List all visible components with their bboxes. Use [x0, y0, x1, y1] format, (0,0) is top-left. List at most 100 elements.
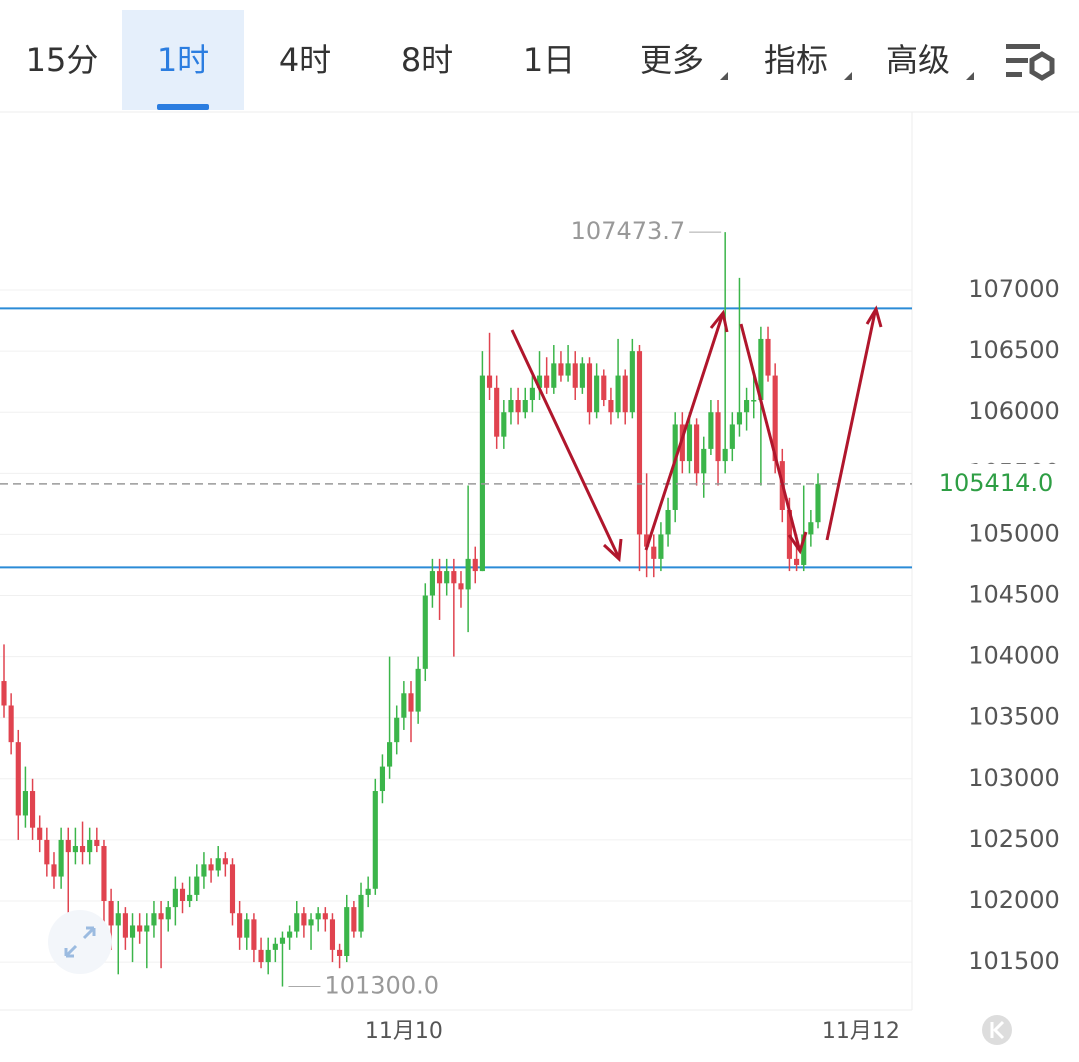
- candle-body: [215, 858, 221, 871]
- y-tick-label: 107000: [968, 275, 1060, 303]
- candle-body: [765, 338, 771, 376]
- candle-body: [172, 888, 178, 908]
- plot: 101500 102000 102500 103000 103500 104000 1045…: [0, 217, 1079, 1044]
- candle-body: [94, 839, 100, 847]
- settings-icon[interactable]: [1006, 44, 1055, 81]
- candle-body: [636, 351, 643, 535]
- candle-body: [436, 571, 443, 584]
- candle-body: [387, 742, 393, 767]
- scroll-latest-button[interactable]: [982, 1015, 1012, 1045]
- candle-body: [601, 375, 607, 401]
- candle-body: [79, 846, 86, 853]
- y-tick-label: 105000: [968, 519, 1060, 547]
- y-tick-label: 102000: [968, 886, 1060, 914]
- candle-body: [158, 913, 164, 920]
- candle-body: [179, 888, 186, 902]
- candle-body: [658, 534, 664, 559]
- tab[interactable]: 8时: [401, 41, 453, 79]
- candle-body: [108, 901, 114, 926]
- candle-body: [508, 400, 514, 413]
- candle-body: [701, 448, 707, 474]
- candle-body: [615, 375, 621, 413]
- candle-body: [608, 400, 614, 413]
- candle-body: [165, 907, 171, 920]
- candle-body: [144, 925, 150, 932]
- candle-body: [115, 913, 121, 926]
- candle-body: [308, 919, 314, 926]
- candle-body: [472, 558, 478, 572]
- candle-body: [722, 448, 728, 462]
- tab[interactable]: 更多: [640, 41, 704, 79]
- candle-body: [315, 913, 321, 920]
- tab[interactable]: 指标: [764, 41, 828, 79]
- candle-body: [222, 858, 228, 865]
- y-tick-label: 103000: [968, 764, 1060, 792]
- candle-body: [65, 839, 71, 853]
- candle-body: [744, 400, 750, 413]
- candle-body: [244, 919, 250, 938]
- candle-body: [465, 558, 471, 590]
- candle-body: [479, 375, 485, 572]
- candle-body: [586, 363, 593, 413]
- candle-body: [551, 363, 557, 388]
- candle-body: [544, 375, 550, 388]
- x-tick-label: 11月10: [365, 1019, 443, 1044]
- candle-body: [344, 907, 350, 956]
- min-label: 101300.0: [324, 972, 439, 1000]
- candle-body: [401, 693, 407, 718]
- candle-body: [415, 668, 421, 712]
- dropdown-caret: [844, 72, 852, 80]
- candle-body: [58, 839, 64, 877]
- current-price-box: [914, 463, 1079, 504]
- candle-body: [251, 919, 257, 950]
- candle-body: [1, 681, 7, 706]
- candle-body: [651, 546, 657, 559]
- tab[interactable]: 4时: [279, 41, 331, 79]
- dropdown-caret: [966, 72, 974, 80]
- y-tick-label: 101500: [968, 947, 1060, 975]
- candle-body: [29, 791, 36, 828]
- tab[interactable]: 15分: [26, 41, 99, 79]
- candle-body: [772, 375, 778, 462]
- candle-body: [351, 907, 357, 932]
- candle-body: [686, 424, 693, 462]
- candle-body: [394, 717, 400, 743]
- dropdown-caret: [720, 72, 728, 80]
- tab[interactable]: 1时: [157, 41, 209, 79]
- candle-body: [451, 571, 457, 584]
- candle-body: [237, 913, 243, 938]
- candle-body: [37, 827, 43, 840]
- candle-body: [522, 400, 528, 413]
- candle-body: [429, 571, 435, 596]
- candle-body: [8, 705, 14, 743]
- y-tick-label: 104500: [968, 581, 1060, 609]
- candle-body: [708, 412, 714, 449]
- candle-body: [694, 424, 700, 474]
- y-tick-label: 103500: [968, 703, 1060, 731]
- candle-body: [15, 742, 21, 816]
- candle-body: [229, 864, 236, 914]
- candle-body: [536, 375, 543, 388]
- candle-body: [715, 412, 721, 462]
- candle-body: [151, 913, 157, 926]
- max-label: 107473.7: [571, 217, 686, 245]
- candle-body: [187, 894, 193, 902]
- candle-body: [751, 400, 757, 402]
- expand-button[interactable]: [48, 910, 112, 974]
- candle-body: [786, 509, 793, 559]
- current-price-label: 105414.0: [939, 469, 1054, 497]
- candle-body: [287, 931, 293, 938]
- candle-body: [565, 363, 571, 376]
- candle-body: [379, 766, 386, 792]
- candle-body: [558, 363, 564, 376]
- y-tick-label: 104000: [968, 642, 1060, 670]
- candle-body: [208, 864, 214, 871]
- candle-body: [129, 925, 136, 938]
- tab[interactable]: 1日: [523, 41, 575, 79]
- trend-arrows: [510, 305, 883, 563]
- candle-body: [794, 558, 800, 565]
- tab[interactable]: 高级: [886, 41, 950, 79]
- candle-body: [501, 412, 507, 437]
- candle-body: [422, 595, 428, 669]
